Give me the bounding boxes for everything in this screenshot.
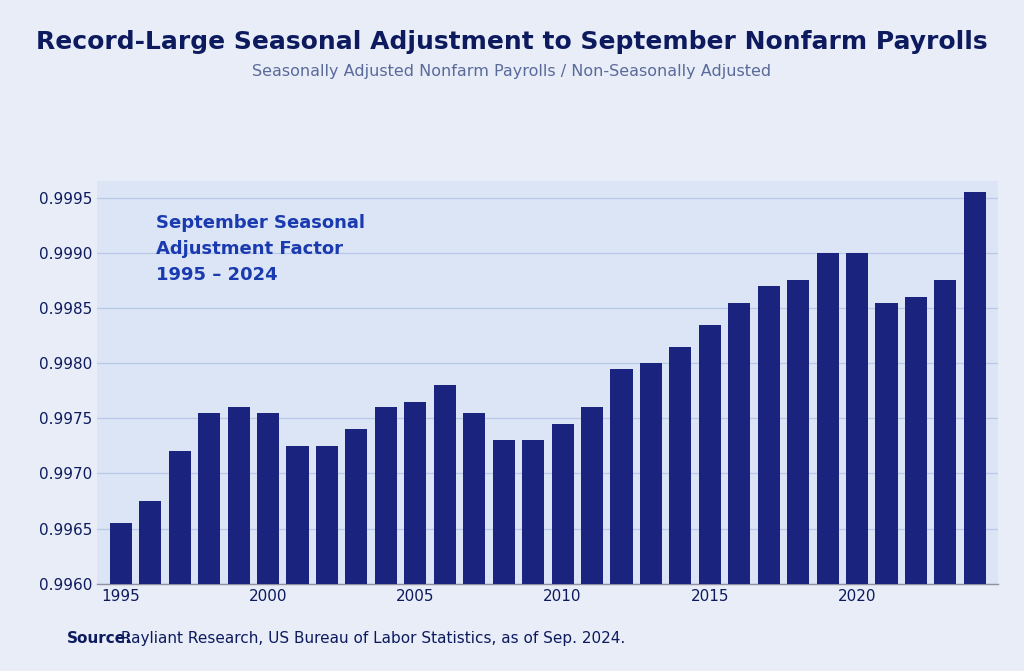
Bar (257, 413, 280, 671)
Bar (728, 303, 751, 671)
Bar (198, 413, 220, 671)
Bar (846, 253, 868, 671)
Bar (934, 280, 956, 671)
Bar (787, 280, 809, 671)
Bar (404, 402, 426, 671)
Bar (698, 325, 721, 671)
Bar (552, 424, 573, 671)
Bar (758, 286, 779, 671)
Bar (640, 363, 662, 671)
Bar (139, 501, 162, 671)
Bar (905, 297, 927, 671)
Text: Source:: Source: (67, 631, 132, 646)
Bar (169, 452, 190, 671)
Text: September Seasonal
Adjustment Factor
1995 – 2024: September Seasonal Adjustment Factor 199… (157, 214, 366, 284)
Text: Seasonally Adjusted Nonfarm Payrolls / Non-Seasonally Adjusted: Seasonally Adjusted Nonfarm Payrolls / N… (253, 64, 771, 79)
Bar (463, 413, 485, 671)
Bar (316, 446, 338, 671)
Bar (522, 440, 544, 671)
Bar (816, 253, 839, 671)
Bar (670, 347, 691, 671)
Text: Rayliant Research, US Bureau of Labor Statistics, as of Sep. 2024.: Rayliant Research, US Bureau of Labor St… (116, 631, 625, 646)
Bar (493, 440, 515, 671)
Bar (581, 407, 603, 671)
Bar (964, 192, 986, 671)
Bar (434, 385, 456, 671)
Bar (110, 523, 132, 671)
Bar (345, 429, 368, 671)
Bar (375, 407, 397, 671)
Text: Record-Large Seasonal Adjustment to September Nonfarm Payrolls: Record-Large Seasonal Adjustment to Sept… (36, 30, 988, 54)
Bar (876, 303, 898, 671)
Bar (227, 407, 250, 671)
Bar (287, 446, 308, 671)
Bar (610, 368, 633, 671)
